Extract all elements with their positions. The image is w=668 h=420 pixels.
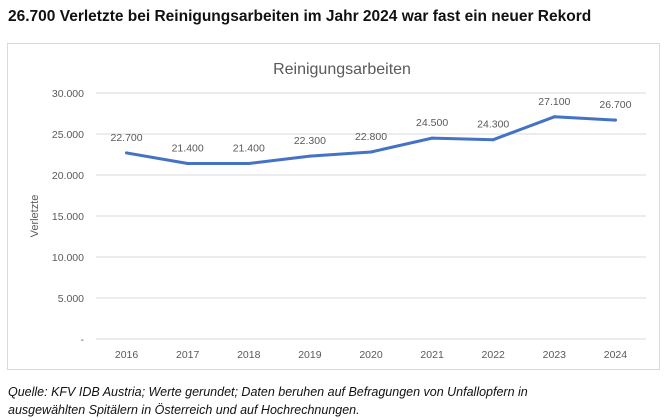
x-axis-ticks: 2016 2017 2018 2019 2020 2021 2022 2023 2024 [115, 349, 627, 361]
chart-title: Reinigungsarbeiten [273, 61, 411, 78]
source-line-1: Quelle: KFV IDB Austria; Werte gerundet;… [8, 385, 528, 399]
x-tick-label: 2016 [115, 349, 139, 361]
data-label: 22.300 [294, 135, 326, 147]
data-point [247, 162, 251, 166]
x-tick-label: 2022 [482, 349, 506, 361]
y-axis-title: Verletzte [29, 195, 41, 238]
data-label: 22.700 [110, 132, 142, 144]
source-line-2: ausgewählten Spitälern in Österreich und… [8, 403, 360, 417]
data-point [552, 115, 556, 119]
y-tick-label: 30.000 [52, 88, 84, 100]
data-label: 22.800 [355, 131, 387, 143]
data-point [430, 136, 434, 140]
y-axis-ticks: - 5.000 10.000 15.000 20.000 25.000 30.000 [52, 88, 85, 346]
data-point [491, 138, 495, 142]
x-tick-label: 2018 [237, 349, 261, 361]
data-label: 21.400 [233, 143, 265, 155]
source-note: Quelle: KFV IDB Austria; Werte gerundet;… [8, 383, 658, 419]
data-label: 21.400 [172, 143, 204, 155]
data-label: 26.700 [599, 99, 631, 111]
data-label: 24.500 [416, 117, 448, 129]
data-labels: 22.700 21.400 21.400 22.300 22.800 24.500 24.3… [110, 96, 631, 155]
y-tick-label: - [81, 334, 85, 346]
y-tick-label: 25.000 [52, 129, 84, 141]
data-label: 27.100 [538, 96, 570, 108]
data-point [186, 162, 190, 166]
data-point [613, 118, 617, 122]
x-tick-label: 2017 [176, 349, 200, 361]
x-tick-label: 2019 [298, 349, 322, 361]
data-point [125, 151, 129, 155]
page-headline: 26.700 Verletzte bei Reinigungsarbeiten … [8, 8, 592, 25]
y-tick-label: 5.000 [58, 293, 84, 305]
data-point [308, 154, 312, 158]
y-tick-label: 20.000 [52, 170, 84, 182]
x-tick-label: 2024 [604, 349, 628, 361]
data-label: 24.300 [477, 119, 509, 131]
x-tick-label: 2023 [543, 349, 567, 361]
y-tick-label: 10.000 [52, 252, 84, 264]
gridlines [96, 92, 646, 340]
series-verletzte [125, 115, 617, 166]
x-tick-label: 2020 [359, 349, 383, 361]
x-tick-label: 2021 [420, 349, 444, 361]
line-chart: Reinigungsarbeiten Verletzte - 5.000 10.00… [7, 43, 660, 370]
chart-canvas: Reinigungsarbeiten Verletzte - 5.000 10.00… [29, 61, 646, 361]
data-point [369, 150, 373, 154]
y-tick-label: 15.000 [52, 211, 84, 223]
